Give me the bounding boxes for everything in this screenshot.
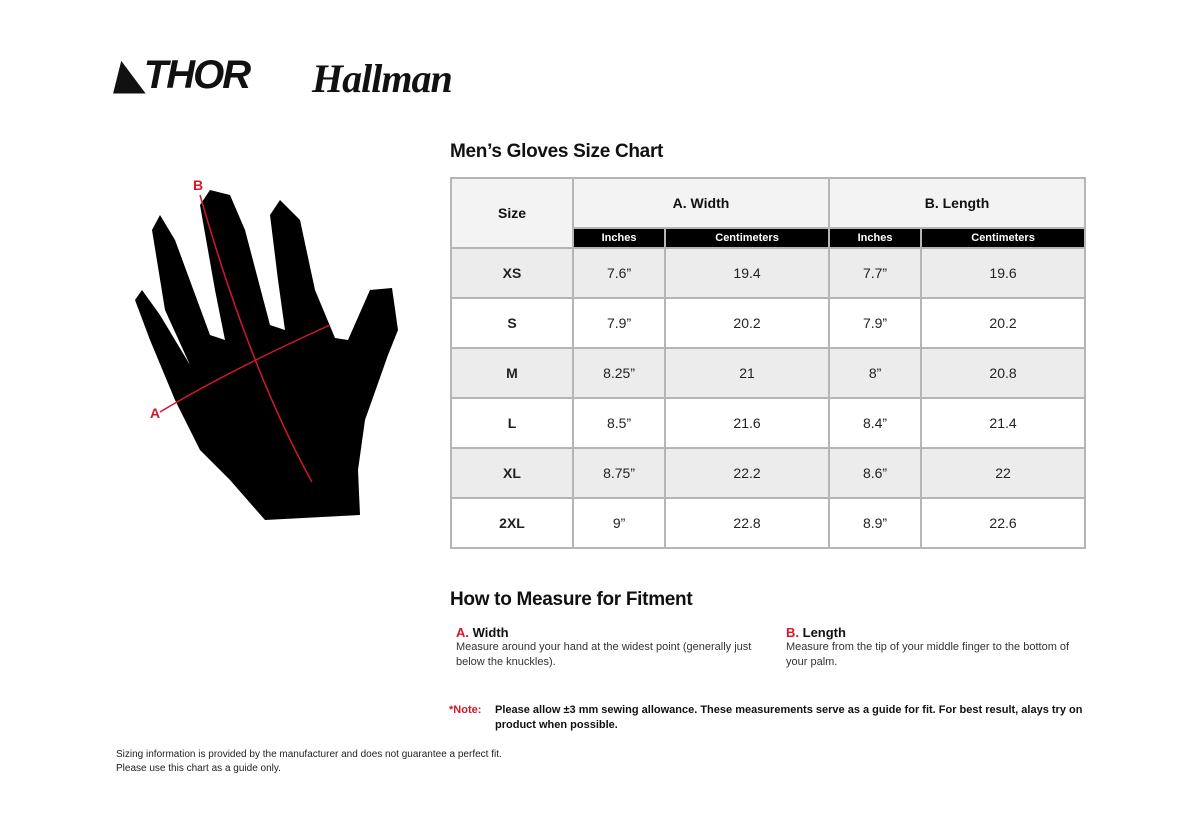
value-cell: 8.5”	[571, 397, 667, 449]
value-cell: 8.25”	[571, 347, 667, 399]
value-cell: 19.6	[920, 247, 1086, 299]
size-cell: XS	[450, 247, 574, 299]
value-cell: 22.8	[664, 497, 830, 549]
value-cell: 8.6”	[827, 447, 923, 499]
length-text: Measure from the tip of your middle fing…	[786, 641, 1070, 668]
footer-line: Please use this chart as a guide only.	[116, 763, 281, 774]
label-b: B	[193, 177, 203, 193]
unit-header: Inches	[827, 227, 923, 249]
value-cell: 9”	[571, 497, 667, 549]
size-cell: M	[450, 347, 574, 399]
size-cell: XL	[450, 447, 574, 499]
value-cell: 22	[920, 447, 1086, 499]
note-label: *Note:	[449, 704, 482, 716]
value-cell: 22.6	[920, 497, 1086, 549]
size-header: Size	[450, 177, 574, 249]
width-line	[159, 324, 331, 413]
table-row: S 7.9” 20.2 7.9” 20.2	[450, 297, 1086, 349]
value-cell: 22.2	[664, 447, 830, 499]
footer-disclaimer: Sizing information is provided by the ma…	[116, 748, 502, 776]
unit-header: Centimeters	[920, 227, 1086, 249]
width-label: Width	[472, 625, 509, 640]
value-cell: 8”	[827, 347, 923, 399]
value-cell: 21.6	[664, 397, 830, 449]
length-header: B. Length	[827, 177, 1087, 229]
unit-header: Inches	[571, 227, 667, 249]
value-cell: 20.8	[920, 347, 1086, 399]
table-row: 2XL 9” 22.8 8.9” 22.6	[450, 497, 1086, 549]
length-line	[199, 194, 313, 483]
value-cell: 7.9”	[571, 297, 667, 349]
table-row: XS 7.6” 19.4 7.7” 19.6	[450, 247, 1086, 299]
label-a: A	[150, 405, 160, 421]
table-row: XL 8.75” 22.2 8.6” 22	[450, 447, 1086, 499]
value-cell: 8.9”	[827, 497, 923, 549]
note-text: Please allow ±3 mm sewing allowance. The…	[495, 704, 1083, 731]
size-table: Size A. Width B. Length Inches Centimete…	[450, 177, 1087, 549]
measure-width: A. Width Measure around your hand at the…	[456, 625, 766, 670]
size-cell: L	[450, 397, 574, 449]
value-cell: 7.7”	[827, 247, 923, 299]
table-row: M 8.25” 21 8” 20.8	[450, 347, 1086, 399]
page-title: Men’s Gloves Size Chart	[450, 141, 664, 162]
hand-diagram: A B	[135, 177, 398, 520]
length-label: Length	[802, 625, 846, 640]
table-row: L 8.5” 21.6 8.4” 21.4	[450, 397, 1086, 449]
value-cell: 20.2	[664, 297, 830, 349]
value-cell: 7.6”	[571, 247, 667, 299]
value-cell: 8.4”	[827, 397, 923, 449]
size-cell: 2XL	[450, 497, 574, 549]
length-letter: B.	[786, 625, 799, 640]
value-cell: 20.2	[920, 297, 1086, 349]
size-cell: S	[450, 297, 574, 349]
value-cell: 8.75”	[571, 447, 667, 499]
width-letter: A.	[456, 625, 469, 640]
value-cell: 21	[664, 347, 830, 399]
value-cell: 19.4	[664, 247, 830, 299]
width-text: Measure around your hand at the widest p…	[456, 641, 752, 668]
hallman-logo: Hallman	[312, 56, 453, 101]
value-cell: 21.4	[920, 397, 1086, 449]
measure-length: B. Length Measure from the tip of your m…	[786, 625, 1086, 670]
footer-line: Sizing information is provided by the ma…	[116, 749, 502, 760]
unit-header: Centimeters	[664, 227, 830, 249]
width-header: A. Width	[572, 177, 830, 229]
measure-title: How to Measure for Fitment	[450, 589, 693, 610]
thor-logo: ◣THOR	[115, 53, 251, 97]
value-cell: 7.9”	[827, 297, 923, 349]
